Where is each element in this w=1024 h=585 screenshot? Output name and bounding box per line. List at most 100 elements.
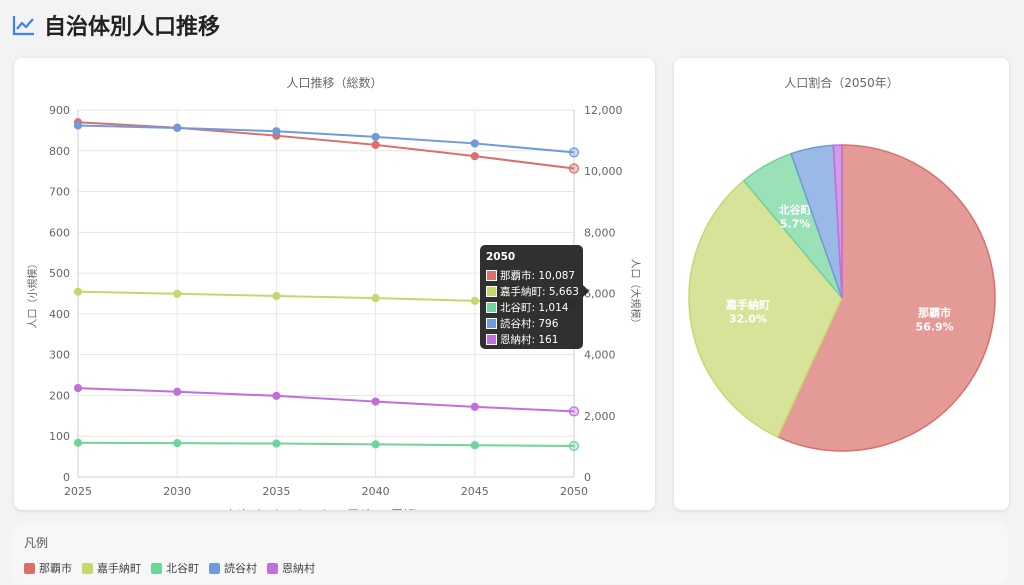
pie-chart-title: 人口割合（2050年） [784,76,899,90]
legend-swatch [267,562,278,574]
data-point[interactable] [371,397,380,406]
data-point[interactable] [470,296,479,305]
y2-tick-label: 12,000 [584,104,623,117]
x-axis-title: 年次（マウスオーバーで円グラフ更新） [227,507,424,510]
legend-items: 那覇市 嘉手納町 北谷町 読谷村 恩納村 [24,560,315,576]
legend-swatch [82,562,93,574]
legend-item[interactable]: 恩納村 [267,560,315,576]
tooltip-row: 読谷村: 796 [486,315,577,331]
x-tick-label: 2035 [262,485,290,498]
line-chart-card: 人口推移（総数） 0 100 200 300 400 500 600 700 800 900 0 2,… [14,58,655,510]
y2-tick-label: 4,000 [584,349,616,362]
data-point[interactable] [371,440,380,449]
tooltip-row-text: 那覇市: 10,087 [500,269,576,282]
y-axis-title: 人口（小規模） [27,259,39,329]
data-point[interactable] [371,132,380,142]
legend-swatch [209,562,220,574]
x-tick-label: 2040 [362,485,390,498]
tooltip-swatch [486,285,497,297]
data-point[interactable] [272,439,281,448]
legend-title: 凡例 [24,536,49,550]
x-tick-label: 2030 [163,485,191,498]
y2-tick-label: 6,000 [584,288,616,301]
data-point[interactable] [173,123,182,133]
series-line [77,124,575,154]
data-point[interactable] [568,163,580,174]
tooltip-row-text: 嘉手納町: 5,663 [500,285,579,298]
data-point[interactable] [73,287,83,296]
data-point[interactable] [470,152,479,161]
legend-item[interactable]: 嘉手納町 [82,560,141,576]
y2-tick-label: 10,000 [584,165,623,178]
line-chart[interactable]: 0 100 200 300 400 500 600 700 800 900 0 2,000 4,000 6… [14,58,655,510]
y-tick-label: 0 [63,471,70,484]
page-header: 自治体別人口推移 [12,8,220,42]
tooltip-swatch [486,317,497,329]
data-point[interactable] [173,439,182,448]
tooltip-swatch [486,269,497,281]
data-point[interactable] [470,441,479,450]
tooltip-title: 2050 [486,251,516,263]
data-point[interactable] [272,127,281,136]
legend-swatch [151,562,162,574]
legend-swatch [24,562,35,574]
y2-tick-label: 2,000 [584,410,616,423]
legend-item[interactable]: 那覇市 [24,560,72,576]
tooltip-swatch [486,301,497,313]
y2-tick-label: 0 [584,471,591,484]
y-tick-label: 600 [49,226,70,239]
data-point[interactable] [470,139,479,148]
pie-slice[interactable] [832,144,843,299]
x-tick-label: 2050 [560,485,588,498]
legend-item[interactable]: 読谷村 [209,560,257,576]
data-point[interactable] [568,440,580,452]
pie-slice[interactable] [688,179,843,438]
y-tick-label: 900 [49,104,70,117]
data-point[interactable] [73,121,83,130]
data-point[interactable] [73,384,83,393]
y-tick-label: 100 [49,430,70,443]
legend-item[interactable]: 北谷町 [151,560,199,576]
legend-label: 北谷町 [166,562,199,575]
legend-label: 那覇市 [39,562,72,575]
pie-slice[interactable] [776,144,996,452]
series-line [77,387,575,413]
data-point[interactable] [371,140,380,149]
tooltip-row: 恩納村: 161 [486,331,577,347]
tooltip-row-text: 恩納村: 161 [500,333,559,346]
data-point[interactable] [470,402,479,411]
y-tick-label: 300 [49,349,70,362]
y2-axis-title: 人口（大規模） [629,259,642,329]
data-point[interactable] [173,387,182,396]
pie-slice-name: 北谷町 [779,203,812,217]
pie-slice-percent: 32.0% [729,312,767,325]
page-title: 自治体別人口推移 [44,15,221,40]
tooltip-row-text: 読谷村: 796 [500,317,559,330]
tooltip-row: 北谷町: 1,014 [486,299,577,315]
legend-label: 嘉手納町 [97,562,141,575]
line-chart-title: 人口推移（総数） [286,76,383,90]
series-line [77,441,575,448]
pie-slice-name: 嘉手納町 [725,297,770,311]
pie-slice-name: 那覇市 [918,305,951,319]
y-tick-label: 200 [49,389,70,402]
tooltip-caret [583,285,589,297]
data-point[interactable] [73,438,83,447]
y-tick-label: 700 [49,186,70,199]
tooltip-row: 嘉手納町: 5,663 [486,283,579,299]
legend-label: 読谷村 [224,562,257,575]
pie-slice-percent: 5.7% [780,218,811,231]
data-point[interactable] [371,293,380,303]
y2-tick-label: 8,000 [584,226,616,239]
chart-line-icon [12,16,34,36]
pie-chart-card: 人口割合（2050年） 那覇市 56.9% 嘉手納町 32.0% 北谷町 5.7% [674,58,1009,510]
data-point[interactable] [272,291,281,301]
data-point[interactable] [173,289,182,298]
legend-label: 恩納村 [282,562,315,575]
data-point[interactable] [272,391,281,400]
data-point[interactable] [568,147,580,158]
data-point[interactable] [568,406,580,417]
pie-slice-percent: 56.9% [916,320,954,333]
tooltip-row-text: 北谷町: 1,014 [500,301,569,314]
